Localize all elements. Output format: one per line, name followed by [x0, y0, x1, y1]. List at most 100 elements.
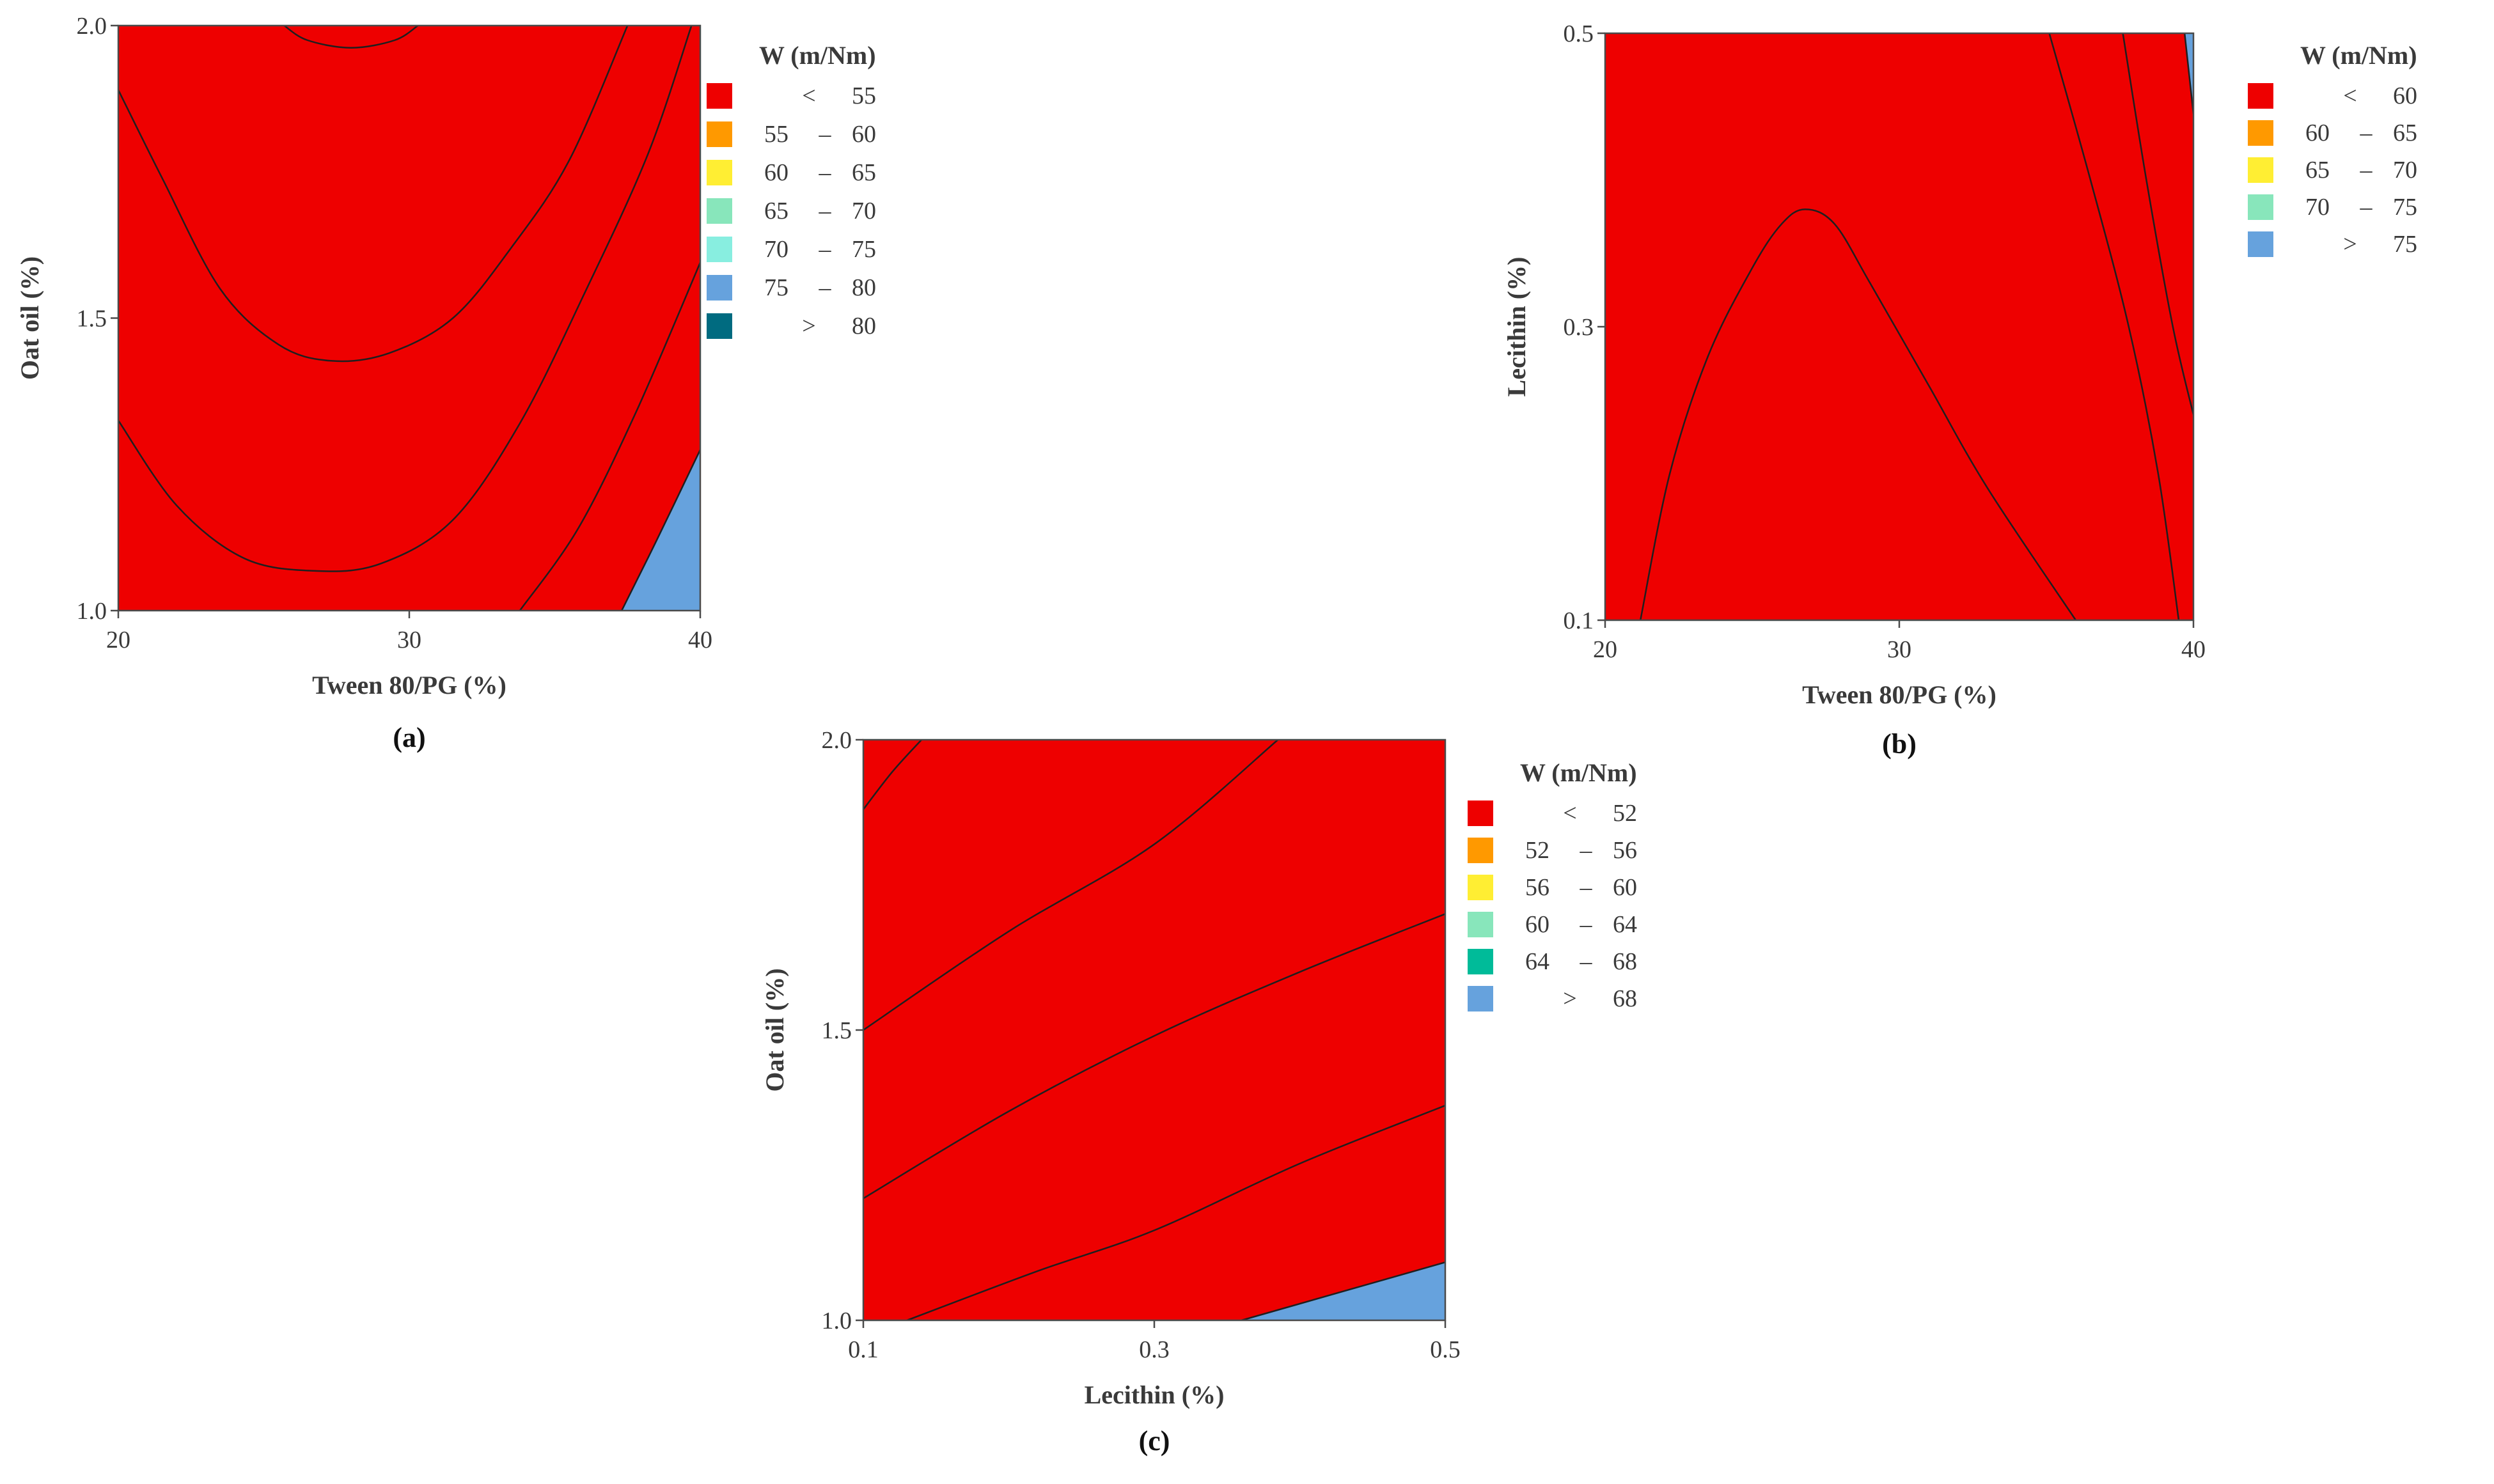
- legend-operator: <: [1563, 800, 1576, 827]
- legend-entry: 60 –64: [1468, 911, 1637, 938]
- legend-swatch: [2248, 120, 2273, 146]
- contour-line-65: [2048, 33, 2180, 620]
- x-tick-label: 40: [688, 627, 712, 653]
- legend-title: W (m/Nm): [759, 41, 876, 70]
- legend-entry: 65 –70: [2248, 157, 2417, 184]
- legend-dash: –: [819, 159, 832, 186]
- legend-dash: –: [819, 274, 832, 301]
- legend-low: 52: [1525, 837, 1549, 864]
- legend-low: 56: [1525, 874, 1549, 901]
- y-axis-title: Oat oil (%): [15, 256, 44, 380]
- legend-dash: –: [2360, 157, 2373, 184]
- chart-panel-2: 20 30 40 0.1 0.3 0.5 Tween 80/PG (%) Lecithin (…: [1502, 20, 2417, 760]
- legend-swatch: [2248, 194, 2273, 220]
- legend-entry: >80: [707, 313, 876, 340]
- legend-low: 65: [2305, 157, 2330, 184]
- legend-high: 70: [852, 198, 876, 224]
- legend-high: 64: [1613, 911, 1637, 938]
- legend-high: 65: [852, 159, 876, 186]
- x-axis-title: Tween 80/PG (%): [312, 671, 506, 699]
- legend-dash: –: [819, 236, 832, 263]
- legend-high: 56: [1613, 837, 1637, 864]
- contour-region-4: [1605, 33, 2193, 620]
- legend-swatch: [707, 275, 732, 301]
- legend-dash: –: [1580, 837, 1593, 864]
- legend-entry: 55 –60: [707, 121, 876, 148]
- chart-panel-3: 0.1 0.3 0.5 1.0 1.5 2.0 Lecithin (%) Oat oil (%…: [760, 727, 1637, 1457]
- legend-title: W (m/Nm): [1520, 758, 1637, 787]
- y-tick-label: 1.5: [77, 306, 107, 332]
- x-tick-label: 30: [1887, 636, 1911, 663]
- legend-entry: 65 –70: [707, 198, 876, 224]
- legend-operator: >: [1563, 985, 1576, 1012]
- legend-swatch: [707, 121, 732, 147]
- legend-high: 75: [2393, 194, 2417, 221]
- legend-swatch: [707, 83, 732, 109]
- y-tick-label: 2.0: [822, 727, 852, 754]
- legend-entry: >75: [2248, 231, 2417, 258]
- legend-value: 75: [2393, 231, 2417, 258]
- legend-swatch: [1468, 949, 1493, 974]
- contour-line-65: [118, 26, 693, 572]
- legend-entry: 64 –68: [1468, 948, 1637, 975]
- legend-value: 68: [1613, 985, 1637, 1012]
- legend-entry: <52: [1468, 800, 1637, 827]
- y-tick-label: 0.3: [1564, 314, 1594, 341]
- legend-entry: 75 –80: [707, 274, 876, 301]
- legend-dash: –: [819, 198, 832, 224]
- legend-low: 60: [2305, 120, 2330, 146]
- y-tick-label: 1.0: [77, 598, 107, 625]
- contour-line-68: [1241, 1261, 1445, 1320]
- legend-value: 52: [1613, 800, 1637, 827]
- contour-line-64: [906, 1104, 1445, 1320]
- x-tick-label: 0.1: [848, 1336, 879, 1363]
- legend-operator: <: [2343, 82, 2357, 109]
- legend-high: 65: [2393, 120, 2417, 146]
- legend-low: 65: [764, 198, 788, 224]
- legend-entry: >68: [1468, 985, 1637, 1012]
- legend-value: 80: [852, 313, 876, 340]
- x-axis-title: Lecithin (%): [1085, 1380, 1225, 1409]
- contour-fills: [863, 740, 1445, 1320]
- panel-label: (a): [393, 722, 425, 753]
- chart-panel-1: 20 30 40 1.0 1.5 2.0 Tween 80/PG (%) Oat oil (%…: [15, 13, 876, 753]
- legend-entry: 60 –65: [2248, 120, 2417, 146]
- legend-high: 60: [1613, 874, 1637, 901]
- x-axis-title: Tween 80/PG (%): [1802, 680, 1996, 709]
- legend-dash: –: [2360, 120, 2373, 146]
- legend-entry: <55: [707, 82, 876, 109]
- legend-low: 70: [764, 236, 788, 263]
- legend-entry: 52 –56: [1468, 837, 1637, 864]
- legend-swatch: [2248, 231, 2273, 257]
- contour-line-52: [863, 740, 922, 810]
- y-axis-title: Oat oil (%): [760, 968, 789, 1091]
- contour-line-75: [621, 449, 700, 611]
- contour-fills: [1605, 33, 2193, 620]
- legend-low: 75: [764, 274, 788, 301]
- contour-line-56: [863, 740, 1279, 1031]
- legend-low: 60: [764, 159, 788, 186]
- legend-low: 64: [1525, 948, 1549, 975]
- contour-fills: [118, 26, 700, 611]
- y-tick-label: 0.1: [1564, 607, 1594, 634]
- legend-operator: >: [2343, 231, 2357, 258]
- x-tick-label: 0.3: [1139, 1336, 1170, 1363]
- contour-line-60: [118, 26, 629, 363]
- legend-high: 68: [1613, 948, 1637, 975]
- legend-high: 80: [852, 274, 876, 301]
- legend-dash: –: [1580, 948, 1593, 975]
- legend-entry: <60: [2248, 82, 2417, 109]
- legend-high: 70: [2393, 157, 2417, 184]
- legend-dash: –: [819, 121, 832, 148]
- legend-dash: –: [1580, 874, 1593, 901]
- legend-entry: 70 –75: [2248, 194, 2417, 221]
- legend-operator: >: [802, 313, 815, 340]
- legend-swatch: [1468, 838, 1493, 863]
- legend-entry: 56 –60: [1468, 874, 1637, 901]
- legend-dash: –: [1580, 911, 1593, 938]
- legend-low: 55: [764, 121, 788, 148]
- y-tick-label: 1.0: [822, 1308, 852, 1334]
